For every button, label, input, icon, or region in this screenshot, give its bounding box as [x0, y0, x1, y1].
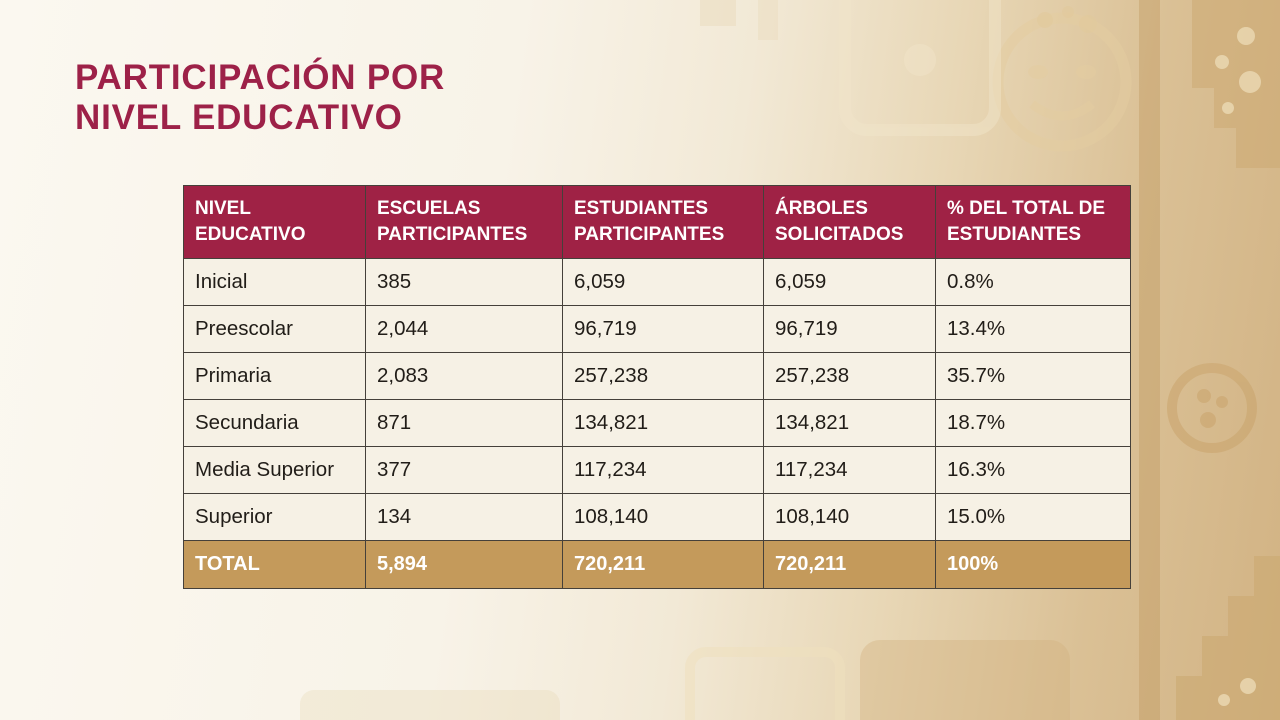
table-cell: Superior [183, 493, 366, 541]
table-cell: 117,234 [763, 446, 936, 494]
participation-table: NIVEL EDUCATIVO ESCUELAS PARTICIPANTES EST… [183, 185, 1131, 589]
table-cell: 108,140 [562, 493, 764, 541]
table-cell: Secundaria [183, 399, 366, 447]
table-cell: Inicial [183, 258, 366, 306]
pattern-dot [1239, 71, 1261, 93]
table-row-5: Superior 134 108,140 108,140 15.0% [183, 493, 1131, 541]
table-cell: 134,821 [562, 399, 764, 447]
pattern-dots-cluster [1037, 6, 1097, 33]
table-cell: 134,821 [763, 399, 936, 447]
slide-title: PARTICIPACIÓN POR NIVEL EDUCATIVO [75, 58, 445, 138]
table-cell: 2,083 [365, 352, 563, 400]
table-cell: 117,234 [562, 446, 764, 494]
table-total-cell: 720,211 [763, 540, 936, 589]
table-row-4: Media Superior 377 117,234 117,234 16.3% [183, 446, 1131, 494]
column-header-0: NIVEL EDUCATIVO [183, 185, 366, 259]
table-total-cell: 100% [935, 540, 1131, 589]
table-cell: 257,238 [562, 352, 764, 400]
table-cell: 871 [365, 399, 563, 447]
table-total-cell: 720,211 [562, 540, 764, 589]
pattern-dot [1240, 678, 1256, 694]
table-cell: 96,719 [562, 305, 764, 353]
table-cell: 6,059 [763, 258, 936, 306]
table-total-cell: TOTAL [183, 540, 366, 589]
table-cell: 385 [365, 258, 563, 306]
table-cell: Preescolar [183, 305, 366, 353]
table-cell: 134 [365, 493, 563, 541]
table-cell: Media Superior [183, 446, 366, 494]
table-cell: Primaria [183, 352, 366, 400]
pattern-band [1139, 0, 1160, 720]
column-header-1: ESCUELAS PARTICIPANTES [365, 185, 563, 259]
table-header-row: NIVEL EDUCATIVO ESCUELAS PARTICIPANTES EST… [183, 185, 1131, 259]
table-cell: 16.3% [935, 446, 1131, 494]
table-cell: 18.7% [935, 399, 1131, 447]
table-row-3: Secundaria 871 134,821 134,821 18.7% [183, 399, 1131, 447]
pattern-dot [1237, 27, 1255, 45]
table-cell: 15.0% [935, 493, 1131, 541]
table-cell: 0.8% [935, 258, 1131, 306]
table-cell: 35.7% [935, 352, 1131, 400]
slide-title-line1: PARTICIPACIÓN POR [75, 58, 446, 97]
pattern-bottom-blocks [300, 640, 1070, 720]
pattern-step-pyramid-top-icon [1192, 0, 1280, 168]
pattern-dot [1222, 102, 1234, 114]
table-cell: 6,059 [562, 258, 764, 306]
pattern-frame [700, 0, 1001, 136]
table-cell: 13.4% [935, 305, 1131, 353]
table-total-cell: 5,894 [365, 540, 563, 589]
table-total-row: TOTAL 5,894 720,211 720,211 100% [183, 540, 1131, 589]
table-row-2: Primaria 2,083 257,238 257,238 35.7% [183, 352, 1131, 400]
table-cell: 108,140 [763, 493, 936, 541]
table-row-0: Inicial 385 6,059 6,059 0.8% [183, 258, 1131, 306]
pattern-step-pyramid-bottom-icon [1176, 556, 1280, 720]
table-cell: 377 [365, 446, 563, 494]
slide-title-line2: NIVEL EDUCATIVO [75, 98, 403, 137]
table-cell: 96,719 [763, 305, 936, 353]
column-header-4: % DEL TOTAL DE ESTUDIANTES [935, 185, 1131, 259]
column-header-3: ÁRBOLES SOLICITADOS [763, 185, 936, 259]
pattern-dot [1218, 694, 1230, 706]
pattern-dot [1215, 55, 1229, 69]
pattern-mask-face-icon [992, 12, 1132, 152]
table-cell: 2,044 [365, 305, 563, 353]
column-header-2: ESTUDIANTES PARTICIPANTES [562, 185, 764, 259]
table-cell: 257,238 [763, 352, 936, 400]
table-row-1: Preescolar 2,044 96,719 96,719 13.4% [183, 305, 1131, 353]
pattern-ring-icon [1167, 363, 1257, 453]
